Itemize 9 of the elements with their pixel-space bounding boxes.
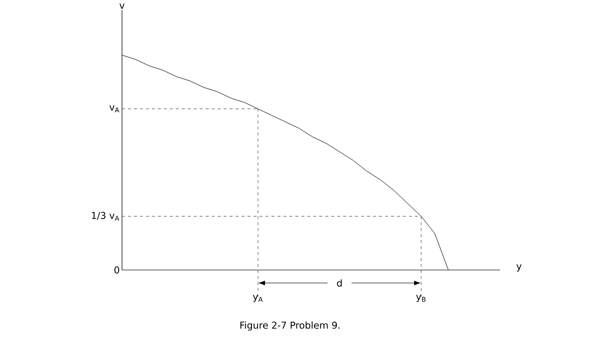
text: Figure 2-7 Problem 9. <box>240 321 340 331</box>
x-tick-label: y$_{B}$ <box>416 294 426 302</box>
ref-line-label: v$_{A}$ <box>109 105 120 112</box>
ref-line-label: 1/3 v$_{A}$ <box>92 212 120 221</box>
x-tick-label: y$_{A}$ <box>252 294 263 302</box>
text: d <box>337 279 342 287</box>
y-axis-title: v <box>119 4 125 9</box>
annotation: 0 <box>114 266 120 274</box>
text: y <box>516 264 522 272</box>
